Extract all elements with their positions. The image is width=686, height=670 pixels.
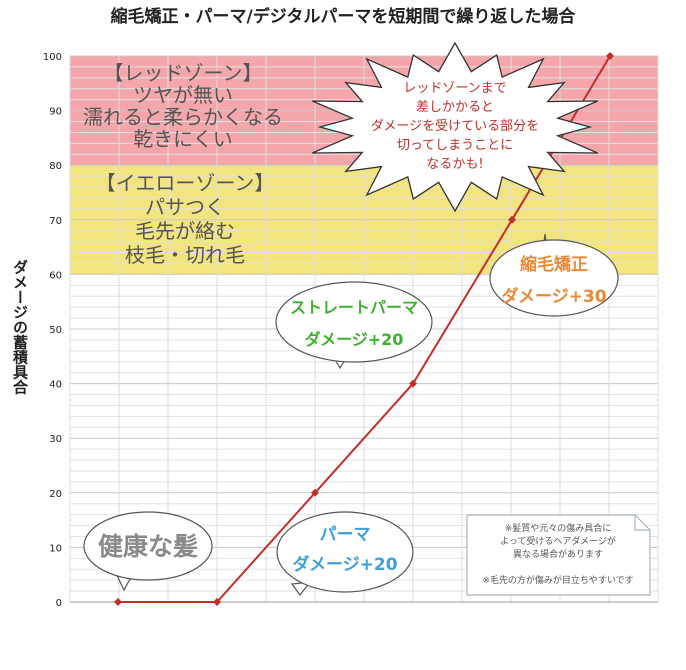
warning-text-line: ダメージを受けている部分を [371,119,539,134]
y-tick-label: 50 [49,325,62,336]
chart-title: 縮毛矯正・パーマ/デジタルパーマを短期間で繰り返した場合 [111,6,577,27]
warning-text-line: 差しかかると [416,100,494,115]
data-point [311,488,319,497]
zone-text-line: パサつく [145,195,225,219]
y-tick-label: 70 [49,216,62,227]
healthy-bubble: 健康な髪 [83,511,213,592]
data-point [508,215,516,224]
straight-perm-label: ストレートパーマ [290,298,418,317]
straight-perm-damage: ダメージ+20 [305,330,404,349]
y-tick-label: 80 [49,161,62,172]
warning-starburst: レッドゾーンまで差しかかるとダメージを受けている部分を切ってしまうことになるかも… [312,41,598,213]
starburst-shape [312,41,598,213]
bubble-body [276,511,414,593]
y-tick-label: 100 [43,52,62,63]
y-tick-label: 60 [49,270,62,281]
zone-text-line: 枝毛・切れ毛 [125,243,245,267]
perm-damage: ダメージ+20 [292,554,397,575]
warning-text-line: なるかも! [426,157,483,172]
note-fold [634,515,650,531]
y-tick-label: 10 [49,543,62,554]
zone-text-line: 【イエローゾーン】 [96,171,275,195]
note-border [466,514,651,596]
warning-text-line: 切ってしまうことに [397,138,513,153]
bubble-body [275,281,433,363]
y-tick-labels: 0 10 20 30 40 50 60 70 80 90 100 [43,52,62,609]
straightening-damage: ダメージ+30 [501,286,606,307]
zone-text-line: ツヤが無い [133,83,233,107]
data-point [114,598,122,606]
warning-text-line: レッドゾーンまで [403,81,506,96]
note-text-line: 異なる場合があります [513,548,603,560]
zone-text-line: 濡れると柔らかくなる [83,105,283,129]
bubble-body [489,239,619,317]
y-axis-label: ダメージの蓄積具合 [11,259,29,396]
bubble-body [83,511,213,581]
perm-label: パーマ [320,525,371,545]
zone-text-line: 乾きにくい [133,127,233,151]
note-text-line: ※髪質や元々の傷み具合に [505,522,612,534]
zone-text-line: 【レッドゾーン】 [104,61,263,85]
data-point [409,379,417,388]
y-tick-label: 90 [49,107,62,118]
y-tick-label: 20 [49,489,62,500]
damage-series [114,52,614,606]
zone-text-line: 毛先が絡む [135,219,235,243]
note-text-line: ※毛先の方が傷みが目立ちやすいです [482,574,633,586]
series-line [118,55,611,603]
y-tick-label: 40 [49,380,62,391]
data-point [213,598,221,606]
healthy-label: 健康な髪 [98,532,198,561]
y-tick-label: 30 [49,434,62,445]
annotations: 健康な髪 パーマダメージ+20ストレートパーマダメージ+20縮毛矯正ダメージ+30… [83,41,651,597]
straightening-label: 縮毛矯正 [520,254,588,275]
zone-descriptions: 【レッドゾーン】ツヤが無い濡れると柔らかくなる乾きにくい【イエローゾーン】パサつ… [83,61,283,267]
data-point [606,52,614,60]
note-text-line: よって受けるヘアダメージが [500,535,616,547]
y-tick-label: 0 [56,598,62,609]
